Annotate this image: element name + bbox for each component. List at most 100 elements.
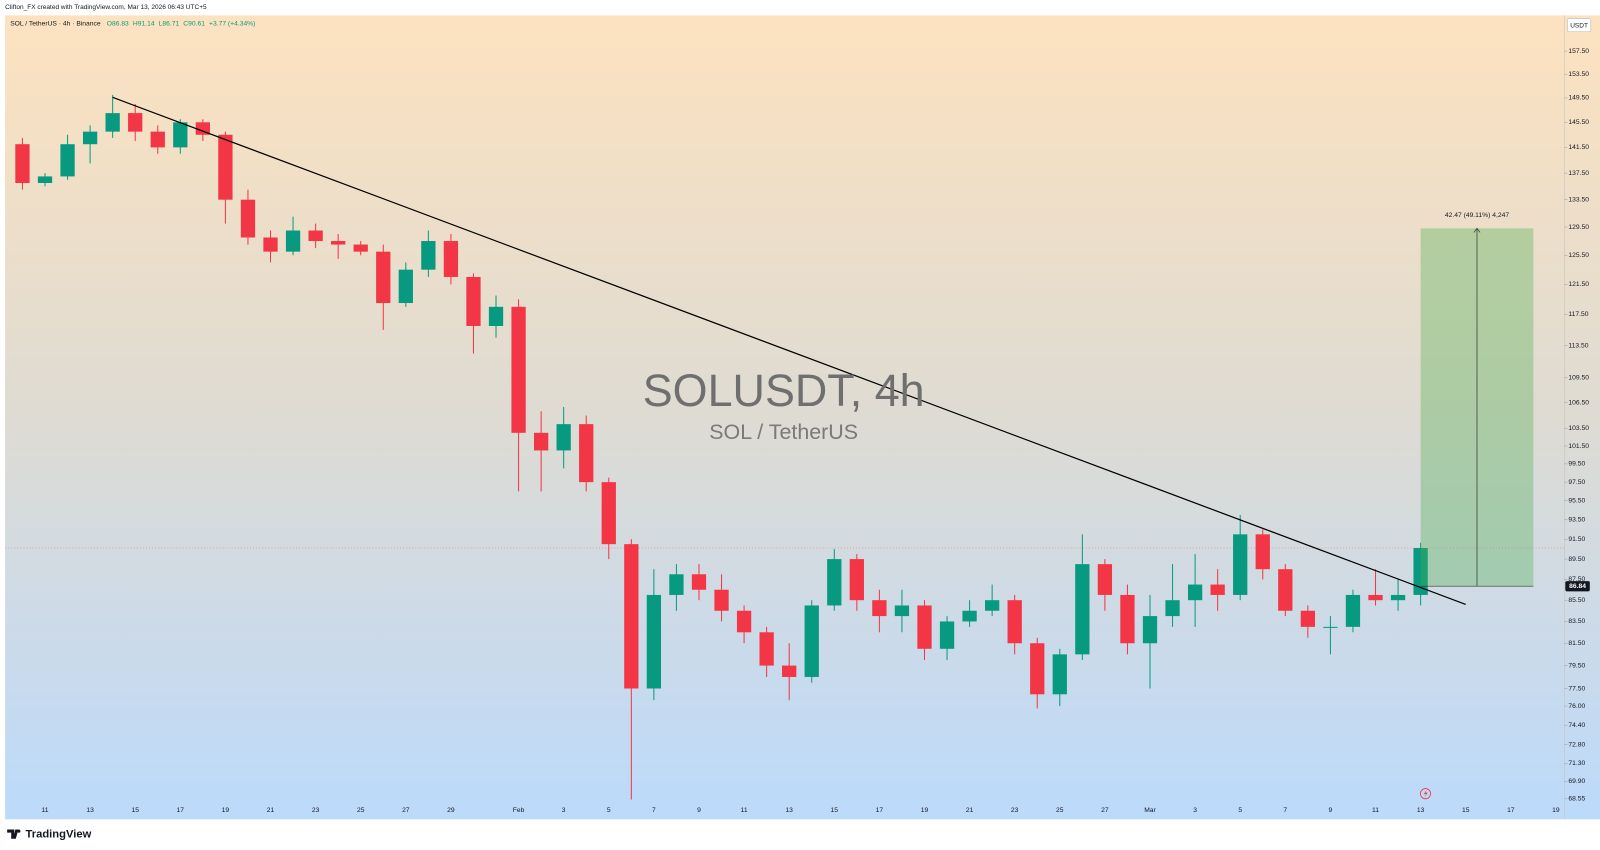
x-tick-label: 5: [1238, 807, 1242, 814]
x-tick-label: 15: [831, 807, 839, 814]
candle-body: [1323, 626, 1338, 628]
price-label: 86.84: [1569, 583, 1586, 590]
candle-body: [398, 269, 413, 304]
candle-body: [240, 199, 256, 238]
currency-box: [1567, 18, 1592, 33]
y-tick-label: 87.50: [1568, 576, 1585, 583]
x-tick-label: 19: [222, 807, 230, 814]
brand: TradingView: [26, 829, 92, 841]
legend: SOL / TetherUS · 4h · Binance O86.83 H91.1…: [10, 20, 255, 27]
candle-body: [263, 237, 278, 252]
y-tick-label: 133.50: [1568, 196, 1589, 203]
candle-body: [443, 241, 459, 277]
watermark-subtitle: SOL / TetherUS: [709, 420, 858, 444]
y-tick-label: 106.50: [1568, 400, 1589, 407]
y-tick-label: 81.50: [1568, 640, 1585, 647]
candle-body: [308, 230, 323, 242]
x-tick-label: 27: [1101, 807, 1109, 814]
candle-body: [60, 144, 75, 177]
candle-body: [1210, 584, 1225, 595]
candle-body: [556, 424, 571, 451]
candle-body: [601, 482, 616, 545]
alert-icon[interactable]: [1420, 788, 1432, 800]
y-tick-label: 113.50: [1568, 342, 1588, 349]
candle-body: [1345, 594, 1361, 627]
currency: USDT: [1570, 22, 1588, 29]
candle-body: [1300, 610, 1315, 627]
candle-body: [173, 122, 188, 148]
legend-change: +3.77 (+4.34%): [209, 20, 255, 27]
x-tick-label: Mar: [1144, 807, 1156, 814]
candle-body: [1052, 654, 1067, 695]
candle-body: [511, 306, 526, 433]
watermark-title: SOLUSDT, 4h: [643, 365, 925, 416]
y-tick-label: 103.50: [1568, 425, 1589, 432]
candle-body: [872, 600, 887, 617]
y-tick-label: 77.50: [1568, 685, 1585, 692]
candle-body: [669, 574, 684, 595]
y-tick-label: 117.50: [1568, 311, 1588, 318]
x-tick-label: 11: [741, 807, 748, 814]
x-tick-label: Feb: [513, 807, 525, 814]
candle-body: [488, 306, 504, 326]
x-tick-label: 17: [876, 807, 884, 814]
symbol: SOL / TetherUS · 4h · Binance: [10, 20, 101, 27]
candle-body: [827, 559, 842, 606]
candle-body: [1097, 564, 1113, 595]
candle-body: [421, 241, 436, 270]
candle-body: [1030, 643, 1045, 695]
x-tick-label: 11: [42, 807, 49, 814]
candle-body: [1165, 600, 1180, 617]
attribution: Clifton_FX created with TradingView.com,…: [5, 4, 207, 11]
y-tick-label: 79.50: [1568, 662, 1585, 669]
x-tick-label: 5: [607, 807, 611, 814]
x-tick-label: 7: [1283, 807, 1287, 814]
y-tick-label: 74.40: [1568, 722, 1585, 729]
y-tick-label: 91.50: [1568, 536, 1585, 543]
x-tick-label: 13: [86, 807, 94, 814]
x-tick-label: 13: [785, 807, 793, 814]
price-label-box: [1565, 581, 1590, 592]
candle-body: [15, 144, 30, 184]
candle-body: [1368, 594, 1383, 601]
legend-high: H91.14: [133, 20, 155, 27]
candle-body: [714, 589, 729, 611]
x-tick-label: 15: [131, 807, 139, 814]
x-tick-label: 23: [1011, 807, 1019, 814]
candle-body: [533, 432, 549, 451]
candle-body: [128, 113, 143, 132]
y-tick-label: 85.50: [1568, 597, 1585, 604]
candle-body: [376, 251, 391, 304]
candle-body: [646, 594, 662, 689]
y-tick-label: 97.50: [1568, 479, 1585, 486]
y-tick-label: 141.50: [1568, 144, 1589, 151]
chart-background: [5, 15, 1600, 820]
candle-body: [1187, 584, 1203, 601]
logo-mark: [7, 829, 21, 839]
candle-body: [691, 574, 707, 590]
candle-body: [782, 665, 797, 677]
legend-open: O86.83: [107, 20, 129, 27]
candle-body: [1233, 534, 1248, 595]
x-tick-label: 29: [447, 807, 455, 814]
x-tick-label: 19: [921, 807, 929, 814]
x-tick-label: 21: [267, 807, 275, 814]
x-tick-label: 27: [402, 807, 410, 814]
y-tick-label: 121.50: [1568, 281, 1589, 288]
candle-body: [962, 610, 977, 622]
candle-body: [195, 122, 210, 135]
candle-body: [353, 244, 368, 252]
y-tick-label: 68.55: [1568, 796, 1585, 803]
candle-body: [736, 610, 752, 633]
candle-body: [218, 134, 233, 200]
y-tick-label: 83.50: [1568, 618, 1585, 625]
x-tick-label: 7: [652, 807, 656, 814]
candle-body: [1278, 569, 1293, 611]
candle-body: [285, 230, 301, 252]
x-tick-label: 17: [1507, 807, 1515, 814]
candle-body: [579, 424, 594, 483]
projection-arrowhead: [1473, 227, 1481, 233]
candle-body: [1142, 616, 1158, 644]
candle-body: [82, 131, 98, 145]
projection-label: 42.47 (49.11%) 4,247: [1445, 212, 1509, 219]
